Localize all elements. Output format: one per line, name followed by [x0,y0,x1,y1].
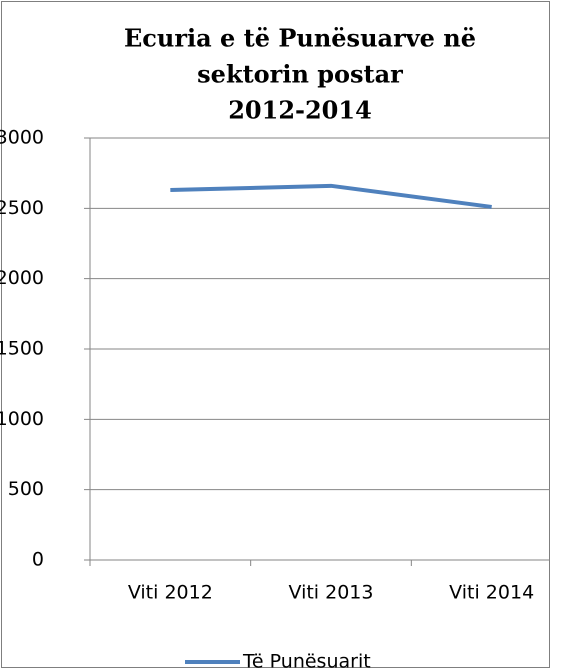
y-tick-label: 0 [32,549,44,571]
y-tick-label: 3000 [0,127,44,149]
x-tick-label: Viti 2013 [289,582,374,604]
y-tick-label: 1000 [0,408,44,430]
chart-title: Ecuria e të Punësuarve në [124,24,476,53]
x-tick-label: Viti 2014 [449,582,534,604]
y-tick-label: 2500 [0,197,44,219]
chart-title: sektorin postar [197,60,403,89]
y-tick-label: 500 [8,478,44,500]
y-tick-label: 2000 [0,267,44,289]
chart-frame [1,1,550,668]
x-tick-label: Viti 2012 [128,582,213,604]
y-tick-label: 1500 [0,338,44,360]
legend-label: Të Punësuarit [242,651,371,669]
data-line [170,183,492,209]
chart-title: 2012-2014 [228,96,372,125]
